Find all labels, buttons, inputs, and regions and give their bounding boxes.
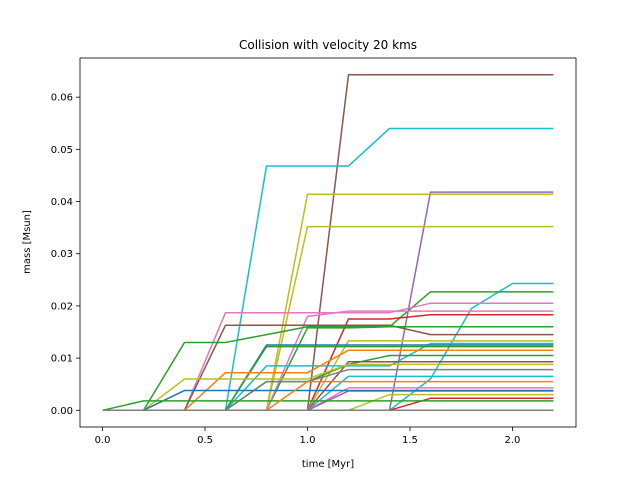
x-tick-label: 0.0	[95, 435, 111, 446]
series-line-5	[102, 225, 554, 412]
chart-title: Collision with velocity 20 kms	[239, 38, 417, 52]
y-tick-label: 0.01	[51, 354, 73, 365]
y-tick-label: 0.02	[51, 301, 73, 312]
y-tick-label: 0.05	[51, 145, 73, 156]
y-tick-label: 0.03	[51, 249, 73, 260]
x-axis-label: time [Myr]	[302, 459, 354, 470]
x-tick-label: 1.5	[402, 435, 418, 446]
y-tick-label: 0.00	[51, 406, 73, 417]
x-axis: 0.0 0.5 1.0 1.5 2.0	[95, 427, 521, 446]
series-line-12	[102, 326, 554, 412]
y-tick-label: 0.06	[51, 93, 73, 104]
series-line-1	[102, 73, 554, 412]
x-tick-label: 1.0	[300, 435, 316, 446]
x-tick-label: 2.0	[505, 435, 521, 446]
series-lines	[102, 73, 554, 412]
series-line-9	[102, 314, 554, 412]
series-line-2	[102, 127, 554, 412]
series-line-25	[102, 389, 554, 412]
series-line-20	[102, 363, 554, 412]
y-axis: 0.00 0.01 0.02 0.03 0.04 0.05 0.06	[51, 93, 80, 417]
plot-frame	[79, 57, 577, 428]
series-line-3	[102, 191, 554, 412]
series-line-28	[102, 400, 554, 412]
y-tick-label: 0.04	[51, 197, 73, 208]
x-tick-label: 0.5	[197, 435, 213, 446]
y-axis-label: mass [Msun]	[22, 210, 33, 274]
